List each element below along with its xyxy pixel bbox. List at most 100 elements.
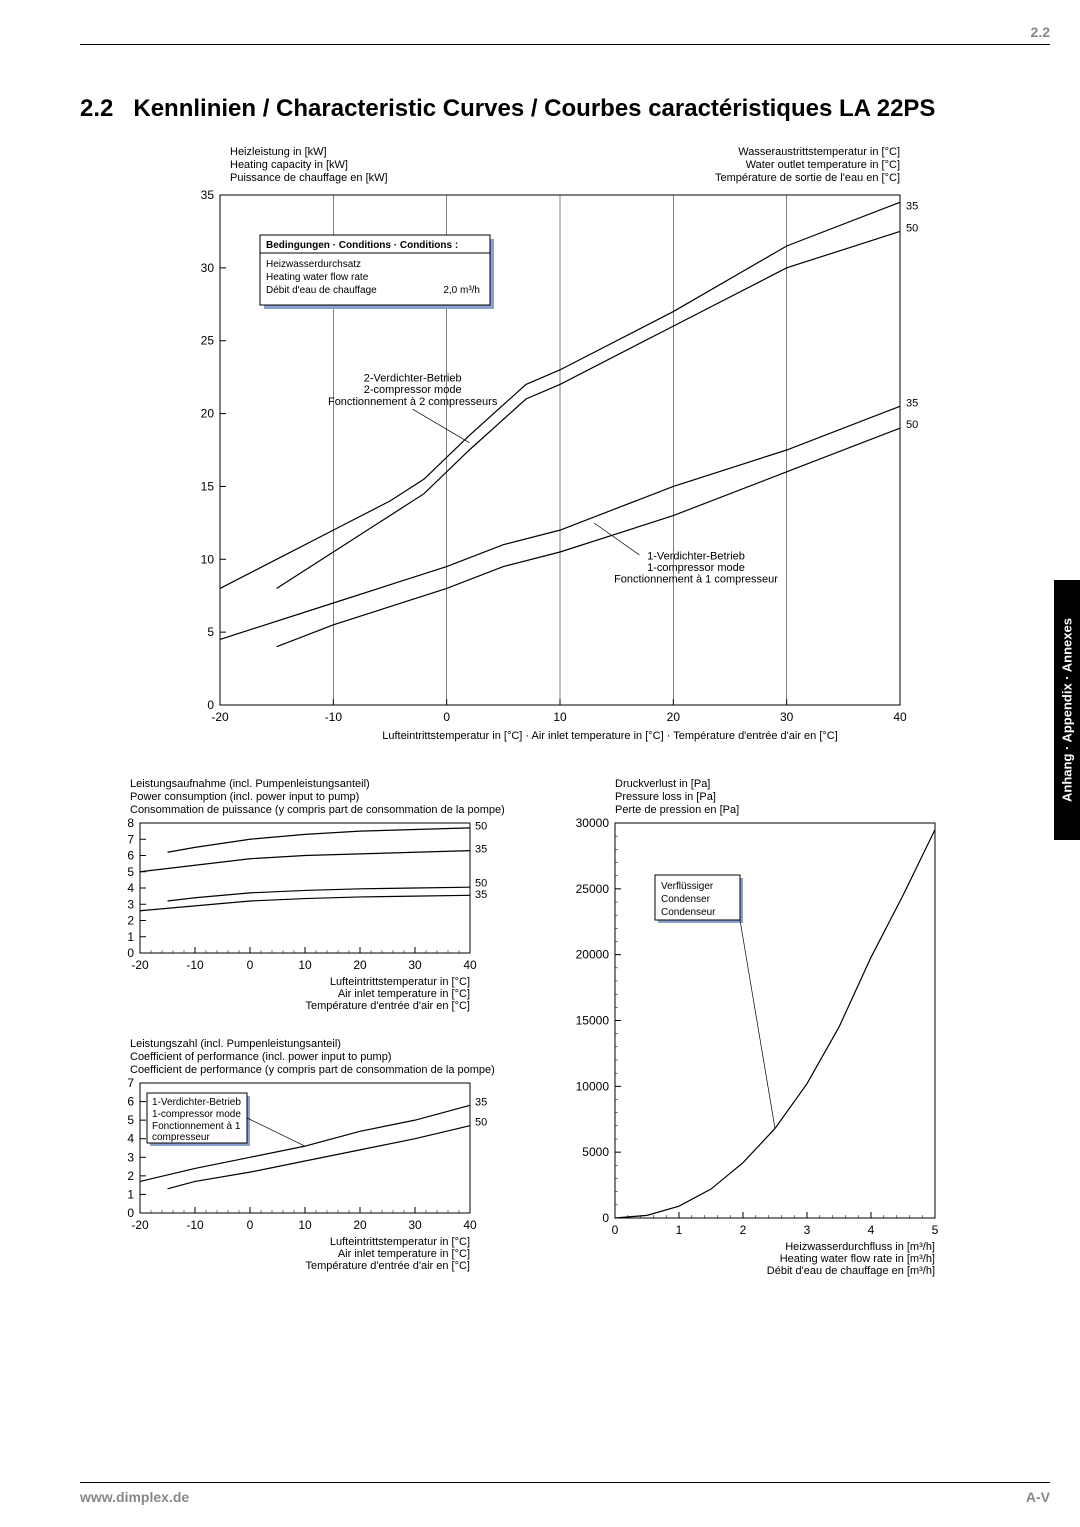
svg-text:10: 10 [298,1218,312,1232]
svg-text:Lufteintrittstemperatur in [°C: Lufteintrittstemperatur in [°C] · Air in… [382,730,838,742]
side-tab: Anhang · Appendix · Annexes [1054,580,1080,840]
svg-text:4: 4 [868,1223,875,1237]
svg-text:Heating capacity in [kW]: Heating capacity in [kW] [230,159,348,171]
svg-text:1: 1 [676,1223,683,1237]
svg-text:10: 10 [298,958,312,972]
svg-text:10000: 10000 [576,1079,610,1093]
svg-text:Wasseraustrittstemperatur in [: Wasseraustrittstemperatur in [°C] [738,146,900,158]
svg-text:0: 0 [602,1211,609,1225]
svg-text:2: 2 [740,1223,747,1237]
svg-text:Heating water flow rate in [m³: Heating water flow rate in [m³/h] [780,1253,935,1265]
svg-text:35: 35 [201,188,215,202]
svg-text:Température d'entrée d'air en: Température d'entrée d'air en [°C] [305,1260,470,1272]
svg-text:Power consumption (incl. power: Power consumption (incl. power input to … [130,791,359,803]
svg-text:2: 2 [127,1169,134,1183]
svg-text:50: 50 [475,1117,487,1129]
svg-text:Leistungsaufnahme (incl. Pumpe: Leistungsaufnahme (incl. Pumpenleistungs… [130,778,370,790]
svg-text:Coefficient of performance (in: Coefficient of performance (incl. power … [130,1051,391,1063]
svg-text:0: 0 [127,946,134,960]
svg-text:20000: 20000 [576,948,610,962]
svg-text:Air inlet temperature in [°C]: Air inlet temperature in [°C] [338,1248,470,1260]
svg-text:5000: 5000 [582,1145,609,1159]
svg-text:1-compressor mode: 1-compressor mode [647,562,745,574]
svg-text:5: 5 [932,1223,939,1237]
svg-text:4: 4 [127,1132,134,1146]
svg-text:20: 20 [353,958,367,972]
svg-text:Coefficient de performance (y: Coefficient de performance (y compris pa… [130,1064,495,1076]
svg-text:10: 10 [553,710,567,724]
svg-text:50: 50 [475,821,487,833]
svg-text:-20: -20 [211,710,229,724]
svg-text:0: 0 [127,1206,134,1220]
footer-url: www.dimplex.de [80,1489,189,1505]
svg-text:Lufteintrittstemperatur in [°C: Lufteintrittstemperatur in [°C] [330,976,470,988]
svg-text:10: 10 [201,552,215,566]
svg-text:Condenser: Condenser [661,894,711,905]
svg-text:-20: -20 [131,958,149,972]
svg-text:15: 15 [201,479,215,493]
svg-text:20: 20 [201,407,215,421]
svg-text:3: 3 [804,1223,811,1237]
header-section-number: 2.2 [1031,24,1050,40]
svg-text:40: 40 [893,710,907,724]
heating-capacity-svg: -20-1001020304005101520253035Heizleistun… [185,140,945,760]
svg-text:0: 0 [247,1218,254,1232]
section-title-text: Kennlinien / Characteristic Curves / Cou… [133,95,935,122]
svg-text:3: 3 [127,897,134,911]
svg-text:25: 25 [201,334,215,348]
svg-text:Puissance de chauffage en [kW]: Puissance de chauffage en [kW] [230,172,388,184]
svg-text:Heizwasserdurchsatz: Heizwasserdurchsatz [266,259,361,270]
svg-text:25000: 25000 [576,882,610,896]
svg-text:Bedingungen · Conditions · Con: Bedingungen · Conditions · Conditions : [266,240,458,251]
bottom-rule [80,1482,1050,1483]
svg-text:1-Verdichter-Betrieb: 1-Verdichter-Betrieb [647,550,745,562]
svg-text:Fonctionnement à 1 compresseur: Fonctionnement à 1 compresseur [614,574,778,586]
svg-text:Air inlet temperature in [°C]: Air inlet temperature in [°C] [338,988,470,1000]
pressure-loss-svg: 0 1 2 3 4 5 0 5000 10000 15000 20000 25000 30000 Druc… [555,775,975,1285]
svg-text:40: 40 [463,1218,477,1232]
svg-text:Débit d'eau de chauffage: Débit d'eau de chauffage [266,285,377,296]
svg-text:Heizwasserdurchfluss in [m³/h]: Heizwasserdurchfluss in [m³/h] [785,1241,935,1253]
svg-text:8: 8 [127,816,134,830]
cop-svg: -20-1001020304001234567Leistungszahl (in… [105,1035,525,1285]
svg-text:5: 5 [207,625,214,639]
heating-capacity-chart: -20-1001020304005101520253035Heizleistun… [185,140,945,760]
svg-text:1-Verdichter-Betrieb: 1-Verdichter-Betrieb [152,1097,241,1108]
svg-text:20: 20 [353,1218,367,1232]
svg-text:6: 6 [127,1095,134,1109]
svg-text:compresseur: compresseur [152,1132,210,1143]
svg-text:35: 35 [906,201,918,213]
svg-text:30: 30 [408,958,422,972]
power-consumption-chart: -20-10010203040012345678Leistungsaufnahm… [105,775,525,1015]
svg-text:30: 30 [408,1218,422,1232]
svg-text:1: 1 [127,1187,134,1201]
svg-text:Druckverlust in [Pa]: Druckverlust in [Pa] [615,778,710,790]
svg-text:Perte de pression en [Pa]: Perte de pression en [Pa] [615,804,739,816]
svg-text:35: 35 [906,397,918,409]
svg-text:-10: -10 [325,710,343,724]
svg-text:30000: 30000 [576,816,610,830]
power-consumption-svg: -20-10010203040012345678Leistungsaufnahm… [105,775,525,1015]
svg-text:15000: 15000 [576,1014,610,1028]
svg-text:35: 35 [475,843,487,855]
svg-text:4: 4 [127,881,134,895]
svg-text:0: 0 [443,710,450,724]
svg-text:5: 5 [127,865,134,879]
svg-text:50: 50 [475,877,487,889]
svg-text:0: 0 [612,1223,619,1237]
cop-chart: -20-1001020304001234567Leistungszahl (in… [105,1035,525,1285]
section-number: 2.2 [80,95,113,122]
svg-text:0: 0 [207,698,214,712]
svg-text:-10: -10 [186,1218,204,1232]
svg-text:Débit d'eau de chauffage en [m: Débit d'eau de chauffage en [m³/h] [767,1265,935,1277]
svg-text:7: 7 [127,832,134,846]
top-rule [80,44,1050,45]
svg-text:Leistungszahl (incl. Pumpenlei: Leistungszahl (incl. Pumpenleistungsante… [130,1038,341,1050]
svg-text:Condenseur: Condenseur [661,907,716,918]
svg-text:Heating water flow rate: Heating water flow rate [266,272,369,283]
svg-text:7: 7 [127,1076,134,1090]
svg-text:2-compressor mode: 2-compressor mode [364,384,462,396]
pressure-loss-chart: 0 1 2 3 4 5 0 5000 10000 15000 20000 25000 30000 Druc… [555,775,975,1285]
svg-text:Température d'entrée d'air en: Température d'entrée d'air en [°C] [305,1000,470,1012]
svg-text:6: 6 [127,849,134,863]
